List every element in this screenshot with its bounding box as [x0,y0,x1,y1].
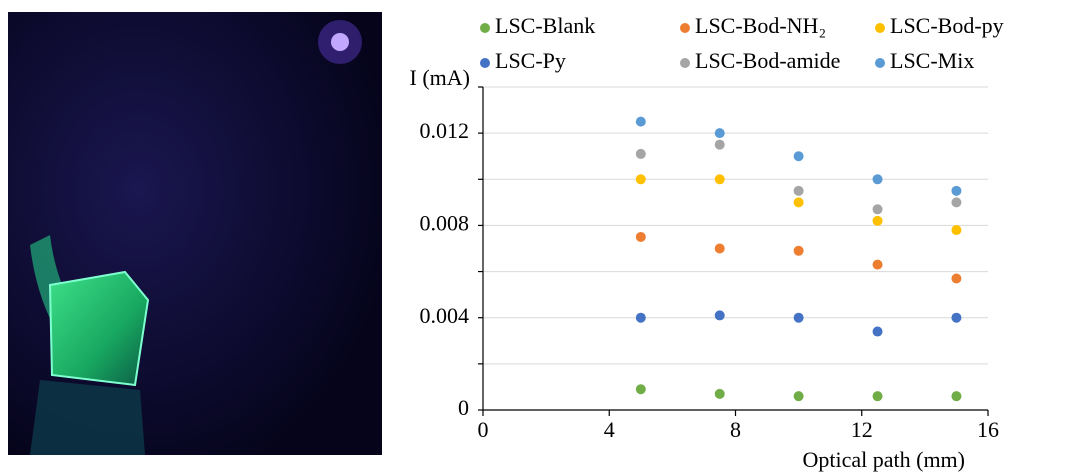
data-point [714,174,725,185]
data-point [714,139,725,150]
legend-label: LSC-Blank [495,13,595,38]
data-point [872,326,883,337]
data-point [951,312,962,323]
x-tick-label: 0 [478,417,489,442]
legend-label: LSC-Py [495,48,566,73]
legend-marker [875,58,885,68]
data-point [714,243,725,254]
data-point [793,391,804,402]
x-tick-label: 16 [977,417,999,442]
data-point [714,388,725,399]
legend-label: LSC-Bod-py [890,13,1004,38]
data-point [714,310,725,321]
legend-label: LSC-Bod-NH₂ [695,13,826,38]
lsc-film [30,235,130,380]
x-axis-label: Optical path (mm) [802,447,965,472]
legend-marker [875,23,885,33]
data-point [793,185,804,196]
photo-background [8,12,382,455]
lsc-slab [48,270,150,387]
y-tick-label: 0.004 [420,303,470,328]
data-point [635,116,646,127]
data-point [872,215,883,226]
legend-label: LSC-Mix [890,48,974,73]
data-point [872,174,883,185]
data-point [951,273,962,284]
data-point [793,245,804,256]
photo [8,12,382,455]
y-tick-label: 0 [458,395,469,420]
data-point [714,128,725,139]
data-point [635,312,646,323]
legend-marker [480,23,490,33]
data-point [872,391,883,402]
uv-glow [318,20,362,64]
data-point [951,197,962,208]
data-point [793,151,804,162]
data-point [951,391,962,402]
y-axis-label: I (mA) [410,65,470,90]
data-point [872,259,883,270]
y-tick-label: 0.012 [420,118,470,143]
x-tick-label: 12 [851,417,873,442]
legend-marker [680,23,690,33]
data-point [951,225,962,236]
uv-lamp [331,33,349,51]
data-point [635,384,646,395]
legend-label: LSC-Bod-amide [695,48,840,73]
data-point [872,204,883,215]
data-point [635,148,646,159]
y-tick-label: 0.008 [420,210,470,235]
slab-reflection [30,380,145,455]
data-point [793,312,804,323]
data-point [635,231,646,242]
x-tick-label: 8 [730,417,741,442]
legend-marker [680,58,690,68]
data-point [793,197,804,208]
legend-marker [480,58,490,68]
data-point [635,174,646,185]
x-tick-label: 4 [604,417,615,442]
data-point [951,185,962,196]
